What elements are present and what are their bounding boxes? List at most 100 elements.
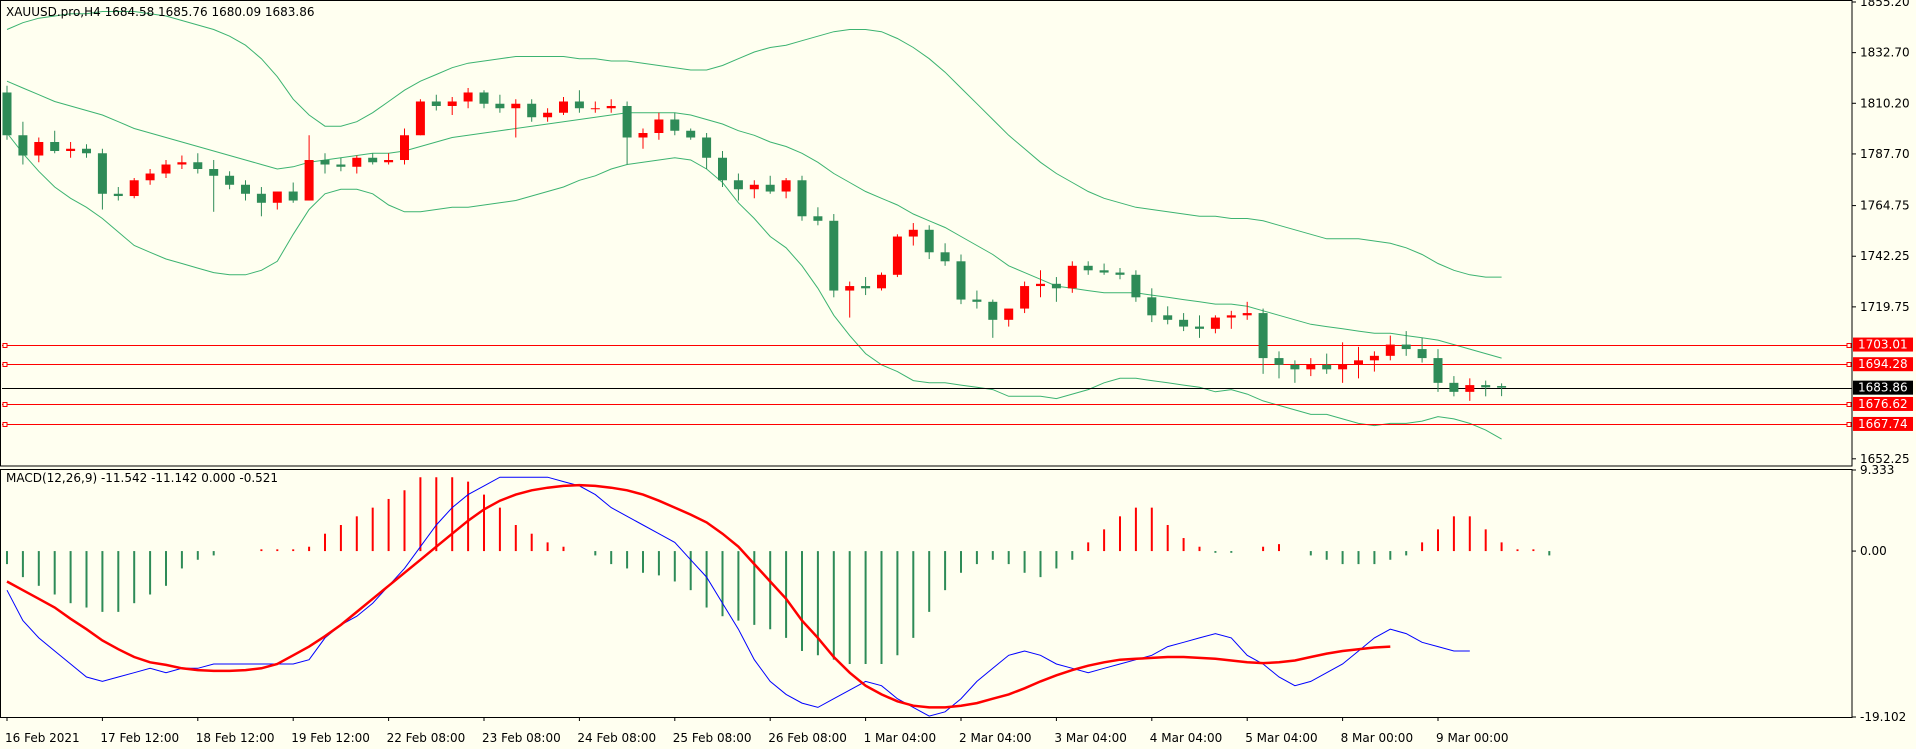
candle-bull <box>1067 265 1077 289</box>
level-anchor-left-3 <box>2 422 8 427</box>
macd-panel-border <box>0 469 1853 718</box>
candle-bear <box>2 92 12 136</box>
candle-bear <box>320 160 330 165</box>
candle-bear <box>18 135 28 156</box>
candle-bear <box>50 142 60 152</box>
candle-bull <box>606 105 616 109</box>
candle-bull <box>1369 355 1379 361</box>
candle-bear <box>113 193 123 197</box>
candle-bull <box>463 92 473 102</box>
bollinger-lower-line <box>6 132 1502 440</box>
candle-bull <box>845 286 855 291</box>
candle-bear <box>702 137 712 158</box>
candle-bear <box>1083 265 1093 271</box>
candle-bear <box>368 157 378 163</box>
candle-bull <box>892 236 902 275</box>
horizontal-levels <box>2 343 1852 427</box>
level-price-tag-label: 1703.01 <box>1858 338 1908 352</box>
level-price-tag <box>1853 396 1913 411</box>
candle-bull <box>1020 286 1030 309</box>
candle-bear <box>1401 344 1411 350</box>
candle-bull <box>1306 364 1316 370</box>
candle-bull <box>161 164 171 174</box>
level-price-tag-label: 1694.28 <box>1858 357 1908 371</box>
price-axis: 1855.20 1832.70 1810.20 1787.70 1764.75 1742.… <box>1852 0 1910 724</box>
candle-bear <box>1417 349 1427 359</box>
candle-bear <box>574 101 584 109</box>
candle-bull <box>1004 308 1014 320</box>
price-tags: 1703.01 1694.28 1676.62 1667.74 1683.86 <box>1853 337 1913 431</box>
candle-bear <box>1147 297 1157 316</box>
candle-bear <box>988 301 998 320</box>
candle-bear <box>956 261 966 300</box>
candle-bull <box>1385 344 1395 356</box>
candle-bull <box>590 108 600 110</box>
candle-bear <box>1115 272 1125 275</box>
candle-bull <box>1242 313 1252 316</box>
candle-bull <box>1210 317 1220 329</box>
time-tick-label: 26 Feb 08:00 <box>768 731 847 745</box>
time-tick-label: 17 Feb 12:00 <box>100 731 179 745</box>
level-anchor-right-3 <box>1846 422 1852 427</box>
time-tick-label: 9 Mar 00:00 <box>1436 731 1509 745</box>
time-tick-label: 23 Feb 08:00 <box>482 731 561 745</box>
candle-bear <box>1051 283 1061 289</box>
candle-bear <box>1258 313 1268 359</box>
candle-bull <box>415 101 425 136</box>
candle-bull <box>1036 283 1045 287</box>
candle-bear <box>431 101 441 106</box>
candle-bear <box>861 286 871 289</box>
candle-bull <box>177 162 187 165</box>
candle-bear <box>813 216 823 221</box>
candle-bear <box>527 103 537 118</box>
level-anchor-right-1 <box>1846 362 1852 367</box>
price-tick-label: 1719.75 <box>1860 300 1910 314</box>
candle-bear <box>495 103 505 109</box>
candle-bull <box>1465 385 1475 392</box>
level-anchor-left-1 <box>2 362 8 367</box>
candle-bear <box>479 92 489 104</box>
price-panel-border <box>0 0 1853 467</box>
candle-bear <box>1099 270 1109 273</box>
time-tick-label: 4 Mar 04:00 <box>1150 731 1223 745</box>
candle-bear <box>924 229 934 253</box>
candle-bear <box>209 169 219 176</box>
time-tick-label: 8 Mar 00:00 <box>1341 731 1414 745</box>
candle-bear <box>241 184 250 194</box>
candle-bull <box>447 101 457 106</box>
price-tick-label: 1832.70 <box>1860 46 1910 60</box>
level-price-tag-label: 1676.62 <box>1858 397 1908 411</box>
candle-bear <box>686 130 696 138</box>
level-price-tag <box>1853 337 1913 352</box>
level-price-tag <box>1853 416 1913 431</box>
macd-panel[interactable] <box>6 476 1551 717</box>
candle-bear <box>1195 326 1204 329</box>
candle-bear <box>193 162 203 170</box>
level-anchor-left-2 <box>2 402 8 407</box>
bollinger-bands <box>6 11 1502 440</box>
candle-bull <box>877 274 886 289</box>
time-tick-label: 24 Feb 08:00 <box>577 731 656 745</box>
time-tick-label: 16 Feb 2021 <box>5 731 80 745</box>
candle-bull <box>749 184 759 190</box>
candle-bear <box>1481 385 1491 388</box>
candle-bear <box>622 105 632 138</box>
price-tick-label: 1652.25 <box>1860 452 1910 466</box>
macd-tick-label: 0.00 <box>1860 544 1887 558</box>
candle-bull <box>1354 360 1363 365</box>
candle-bear <box>336 164 346 167</box>
time-tick-label: 19 Feb 12:00 <box>291 731 370 745</box>
price-panel[interactable] <box>2 11 1852 440</box>
symbol-header: XAUUSD.pro,H4 1684.58 1685.76 1680.09 16… <box>6 5 315 19</box>
candle-bear <box>225 175 235 185</box>
level-price-tag-label: 1667.74 <box>1858 417 1908 431</box>
candle-bear <box>718 157 727 181</box>
candle-bear <box>1449 382 1459 392</box>
candle-bear <box>1290 364 1300 370</box>
macd-header: MACD(12,26,9) -11.542 -11.142 0.000 -0.5… <box>6 471 278 485</box>
candle-bear <box>733 180 743 190</box>
candle-bear <box>1179 319 1189 327</box>
candle-bear <box>256 193 266 203</box>
